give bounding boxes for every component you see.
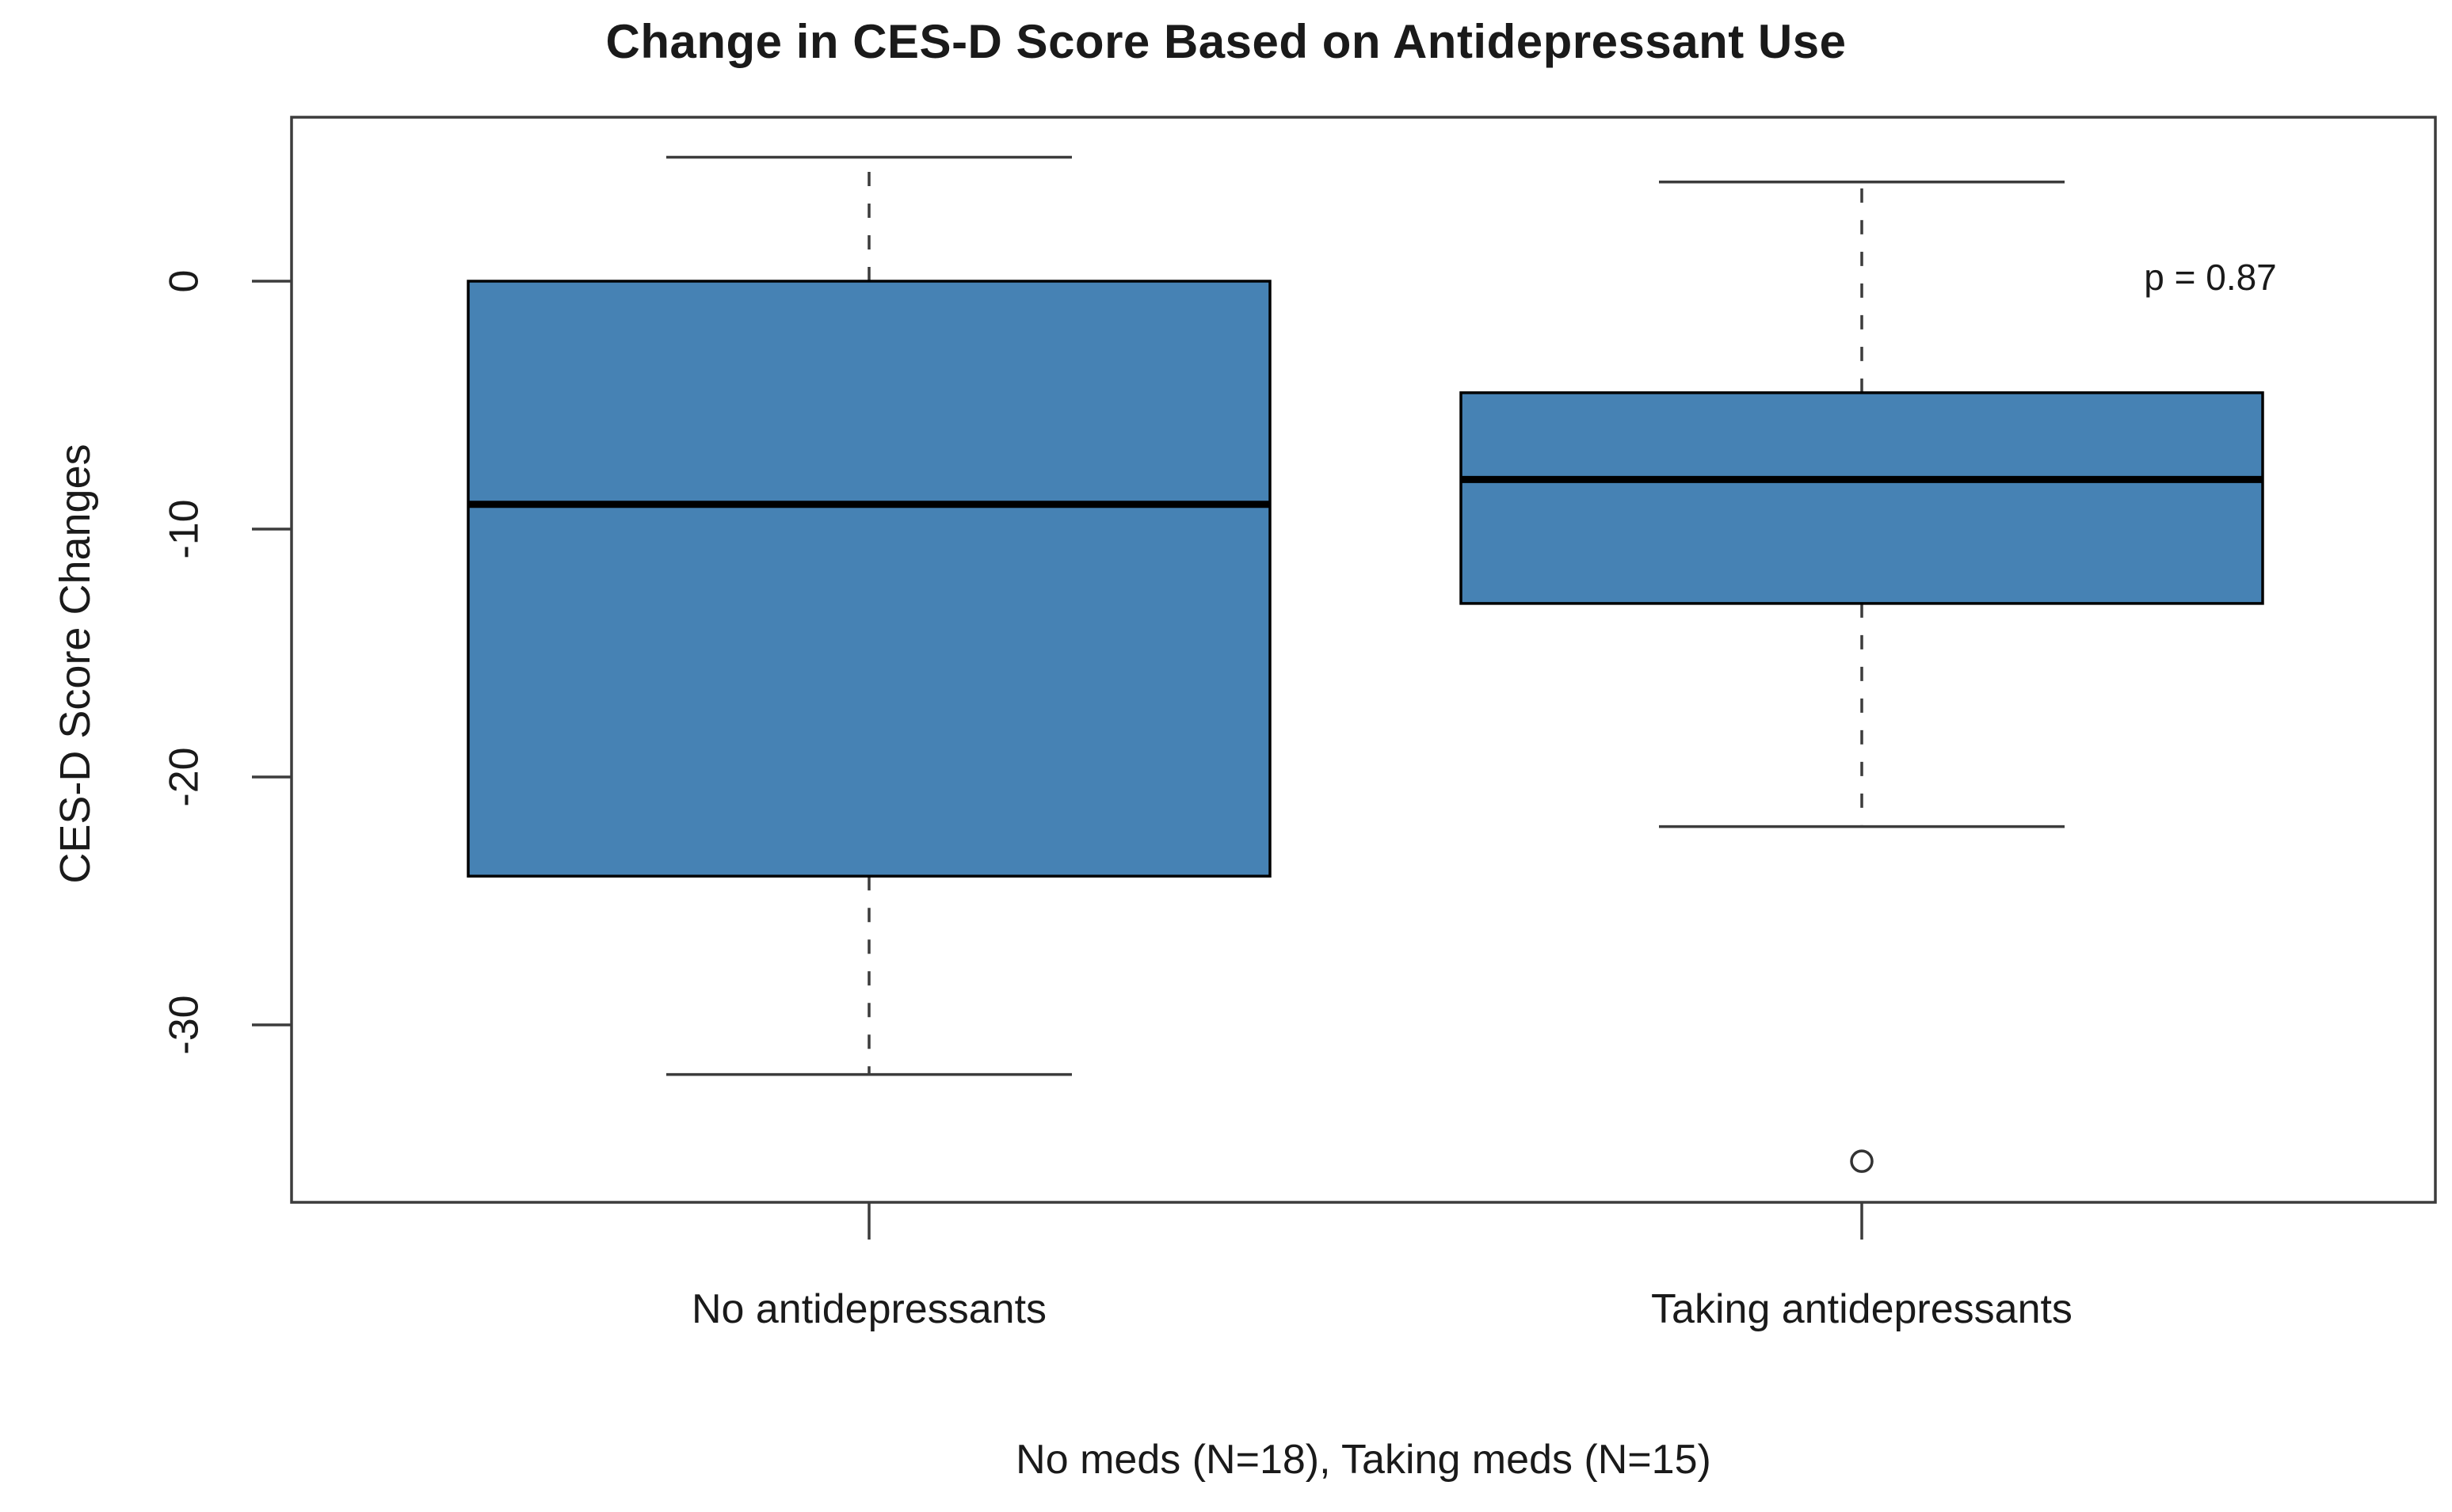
category-label: No antidepressants [692, 1286, 1047, 1332]
chart-title: Change in CES-D Score Based on Antidepre… [605, 15, 1847, 68]
y-tick-label: -10 [162, 499, 208, 558]
y-tick-label: 0 [162, 270, 208, 293]
p-value-annotation: p = 0.87 [2144, 257, 2277, 298]
y-tick-label: -20 [162, 747, 208, 806]
category-label: Taking antidepressants [1651, 1286, 2073, 1332]
iqr-box [1459, 391, 2264, 605]
y-tick-label: -30 [162, 995, 208, 1054]
iqr-box [467, 280, 1272, 878]
plot-frame [290, 116, 2437, 1204]
outlier-point [1850, 1149, 1874, 1173]
x-axis-subtitle: No meds (N=18), Taking meds (N=15) [1016, 1437, 1711, 1483]
